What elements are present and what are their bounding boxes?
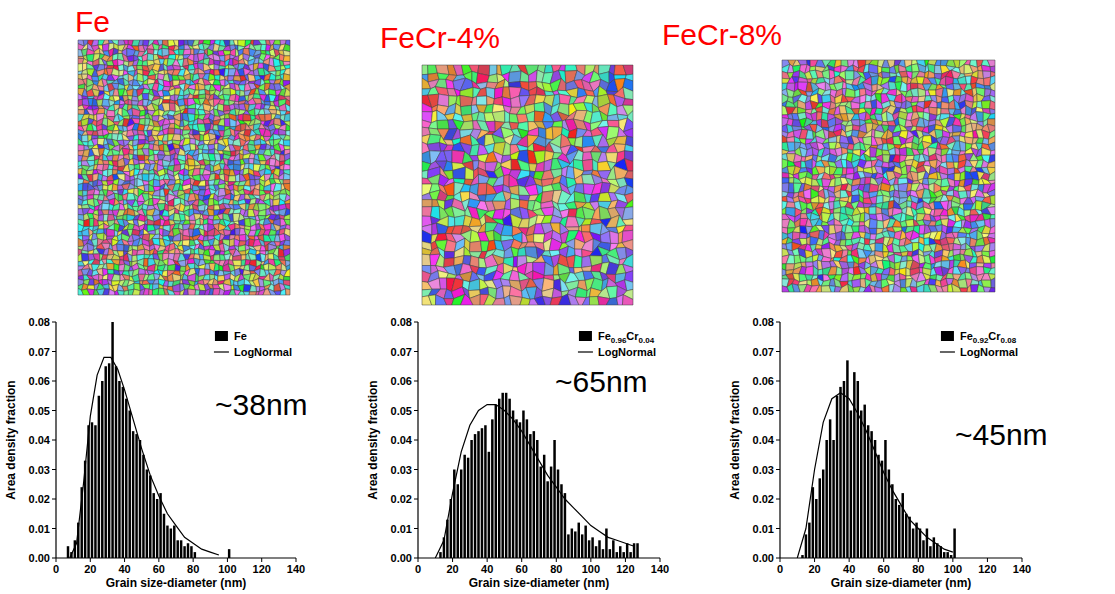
grain bbox=[268, 254, 274, 260]
grain bbox=[144, 185, 149, 192]
grain bbox=[90, 218, 94, 226]
grain bbox=[189, 220, 195, 224]
grain bbox=[270, 199, 273, 207]
grain bbox=[78, 145, 84, 151]
grain bbox=[230, 239, 235, 247]
grain bbox=[239, 234, 246, 241]
grain bbox=[168, 128, 175, 134]
grain bbox=[162, 100, 170, 104]
grain bbox=[283, 164, 290, 170]
grain bbox=[168, 264, 176, 271]
grain bbox=[193, 95, 199, 99]
grain bbox=[231, 151, 236, 156]
panel-title: Fe bbox=[75, 5, 110, 38]
grain bbox=[185, 105, 188, 108]
figure: Fe0.000.010.020.030.040.050.060.070.0802… bbox=[0, 0, 1115, 594]
grain bbox=[258, 63, 264, 68]
grain bbox=[98, 215, 104, 222]
grain bbox=[103, 161, 109, 165]
grain bbox=[92, 76, 99, 81]
grain bbox=[190, 144, 196, 151]
grain bbox=[103, 185, 109, 190]
grain bbox=[261, 44, 267, 50]
grain bbox=[107, 270, 114, 275]
grain bbox=[218, 125, 225, 131]
grain bbox=[190, 138, 196, 144]
grain bbox=[245, 218, 251, 226]
grain bbox=[188, 159, 196, 166]
grain bbox=[78, 183, 83, 191]
grain bbox=[249, 159, 254, 165]
grain bbox=[283, 56, 290, 62]
grain bbox=[203, 236, 208, 241]
grain bbox=[102, 99, 110, 106]
grain bbox=[112, 184, 118, 191]
grain bbox=[87, 170, 94, 175]
grain bbox=[191, 49, 194, 55]
grain bbox=[183, 49, 191, 55]
grain bbox=[224, 119, 230, 127]
grain bbox=[107, 229, 115, 237]
grain bbox=[169, 119, 175, 124]
grain bbox=[153, 179, 160, 186]
grain bbox=[82, 135, 88, 142]
grain bbox=[143, 259, 148, 267]
grain bbox=[142, 94, 149, 100]
grain bbox=[133, 150, 137, 156]
grain bbox=[147, 53, 153, 60]
grain bbox=[283, 74, 290, 81]
grain bbox=[138, 135, 145, 140]
grain bbox=[78, 64, 83, 72]
grain bbox=[78, 110, 85, 115]
grain bbox=[137, 155, 144, 160]
grain bbox=[107, 110, 115, 117]
grain bbox=[117, 244, 124, 251]
grain bbox=[224, 100, 230, 105]
grain bbox=[132, 255, 138, 262]
grain bbox=[174, 128, 180, 134]
grain bbox=[199, 94, 206, 99]
grain bbox=[213, 255, 220, 261]
grain bbox=[102, 203, 110, 210]
grain bbox=[163, 96, 170, 100]
grain bbox=[200, 135, 204, 142]
grain-map bbox=[78, 40, 290, 295]
grain bbox=[102, 44, 109, 52]
grain bbox=[228, 176, 236, 182]
grain bbox=[233, 260, 242, 266]
grain bbox=[107, 263, 115, 269]
grain bbox=[284, 146, 290, 150]
grain bbox=[180, 266, 186, 271]
grain bbox=[283, 140, 290, 146]
grain bbox=[134, 179, 137, 187]
grain bbox=[82, 253, 90, 261]
